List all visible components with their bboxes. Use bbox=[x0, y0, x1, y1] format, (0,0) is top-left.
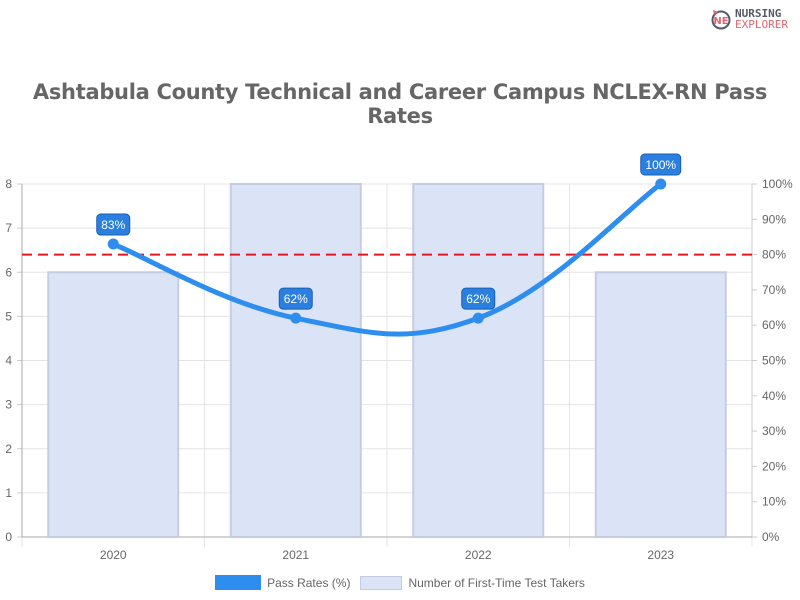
right-tick-label: 30% bbox=[762, 424, 786, 438]
left-tick-label: 6 bbox=[5, 265, 12, 279]
logo-line2: EXPLORER bbox=[735, 18, 788, 31]
right-tick-label: 80% bbox=[762, 248, 786, 262]
data-label: 83% bbox=[101, 218, 125, 232]
legend: Pass Rates (%) Number of First-Time Test… bbox=[0, 575, 800, 590]
pass-rate-point-2023 bbox=[655, 178, 667, 190]
right-tick-label: 90% bbox=[762, 212, 786, 226]
right-tick-label: 100% bbox=[762, 177, 793, 191]
right-tick-label: 40% bbox=[762, 389, 786, 403]
right-tick-label: 10% bbox=[762, 495, 786, 509]
chart-title: Ashtabula County Technical and Career Ca… bbox=[32, 80, 768, 128]
x-tick-label: 2020 bbox=[100, 548, 127, 562]
pass-rate-line bbox=[110, 181, 664, 337]
left-tick-label: 2 bbox=[5, 442, 12, 456]
data-label-box bbox=[96, 213, 131, 236]
legend-swatch bbox=[215, 575, 262, 590]
left-tick-label: 3 bbox=[5, 398, 12, 412]
x-tick-label: 2022 bbox=[465, 548, 492, 562]
bar-2022 bbox=[412, 183, 545, 538]
legend-item-pass-rates[interactable]: Pass Rates (%) bbox=[215, 575, 350, 590]
data-label: 62% bbox=[284, 292, 308, 306]
right-tick-label: 0% bbox=[762, 530, 780, 544]
logo-icon: NE bbox=[711, 10, 731, 30]
left-tick-label: 8 bbox=[5, 177, 12, 191]
data-label: 62% bbox=[466, 292, 490, 306]
legend-label: Number of First-Time Test Takers bbox=[408, 575, 585, 590]
svg-text:NE: NE bbox=[713, 16, 728, 27]
bar-2020 bbox=[47, 271, 180, 538]
x-tick-label: 2023 bbox=[647, 548, 674, 562]
pass-rate-point-2020 bbox=[107, 238, 119, 250]
legend-swatch bbox=[360, 575, 403, 590]
pass-rate-point-2021 bbox=[290, 312, 302, 324]
logo-line1: NURSING bbox=[735, 7, 782, 20]
left-tick-label: 0 bbox=[5, 530, 12, 544]
left-tick-label: 1 bbox=[5, 486, 12, 500]
left-tick-label: 7 bbox=[5, 221, 12, 235]
data-label-box bbox=[278, 287, 313, 310]
right-tick-label: 20% bbox=[762, 459, 786, 473]
right-tick-label: 50% bbox=[762, 354, 786, 368]
legend-label: Pass Rates (%) bbox=[267, 575, 351, 590]
pass-rate-point-2022 bbox=[472, 312, 484, 324]
data-label-box bbox=[461, 287, 496, 310]
bar-2021 bbox=[229, 183, 362, 538]
left-tick-label: 5 bbox=[5, 309, 12, 323]
nursing-explorer-logo: NE NURSING EXPLORER bbox=[710, 8, 788, 30]
bar-2023 bbox=[594, 271, 727, 538]
x-tick-label: 2021 bbox=[282, 548, 309, 562]
data-label: 100% bbox=[645, 158, 676, 172]
right-tick-label: 70% bbox=[762, 283, 786, 297]
right-tick-label: 60% bbox=[762, 318, 786, 332]
legend-item-test-takers[interactable]: Number of First-Time Test Takers bbox=[360, 575, 585, 590]
left-tick-label: 4 bbox=[5, 354, 12, 368]
data-label-box bbox=[640, 153, 682, 176]
